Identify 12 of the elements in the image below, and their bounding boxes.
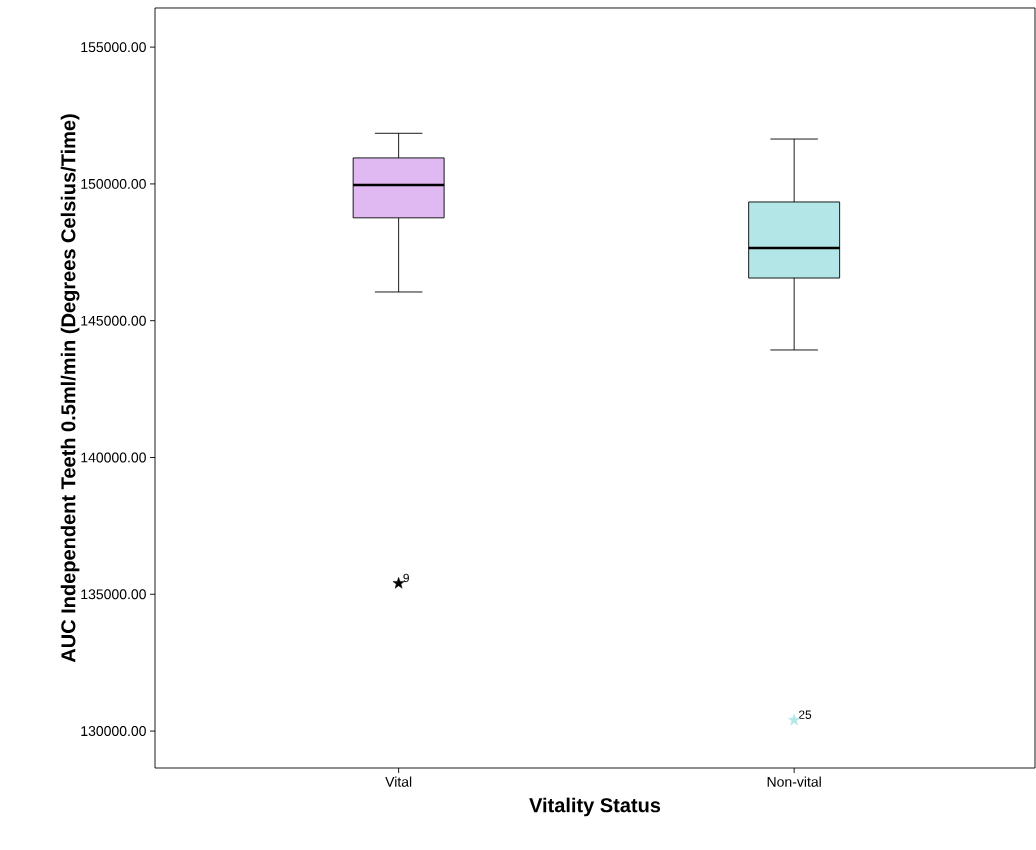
annotation: 9 (403, 573, 409, 583)
x-tick-label: Non-vital (767, 776, 821, 787)
y-tick-label: 155000.00 (81, 42, 146, 53)
x-tick-label: Vital (385, 776, 412, 787)
y-tick-label: 140000.00 (81, 452, 146, 463)
annotation: 25 (798, 710, 812, 719)
y-tick-label: 150000.00 (81, 178, 146, 189)
y-axis-title: AUC Independent Teeth 0.5ml/min (Degrees Celsius/Time) (60, 114, 80, 663)
y-tick-label: 130000.00 (81, 726, 146, 737)
x-axis-title: Vitality Status (529, 797, 661, 817)
y-tick-label: 135000.00 (81, 589, 146, 600)
y-tick-label: 145000.00 (81, 315, 146, 326)
